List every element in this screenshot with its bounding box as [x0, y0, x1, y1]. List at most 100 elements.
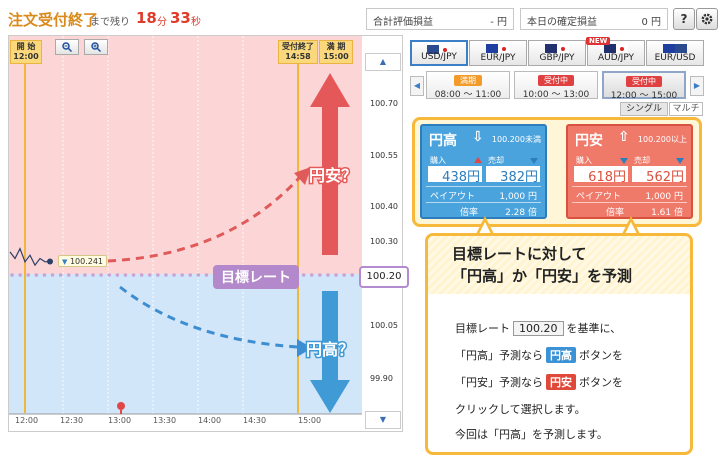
currency-tab-eur-usd[interactable]: EUR/USD [646, 40, 704, 66]
zoom-out-button[interactable] [55, 39, 79, 55]
currency-tab-gbp-jpy[interactable]: GBP/JPY [528, 40, 586, 66]
today-pl-box: 本日の確定損益 0 円 [520, 8, 668, 30]
session-time: 12:00 ～ 15:00 [610, 91, 678, 101]
scroll-up-button[interactable]: ▲ [365, 53, 401, 71]
session-next-button[interactable]: ▶ [690, 76, 704, 96]
callout-pointers [476, 216, 640, 234]
total-pl-label: 合計評価損益 [373, 17, 433, 28]
yen-weak-buy-price: 618円 [574, 166, 628, 185]
gear-icon [701, 13, 713, 25]
inline-yen-strong-button: 円高 [546, 347, 576, 363]
countdown-minutes: 18 [136, 9, 157, 27]
single-mode-tab[interactable]: シングル [620, 102, 668, 116]
down-tick-icon [530, 158, 538, 164]
explanation-line1: 目標レート 100.20 を基準に、 [455, 321, 622, 336]
multi-mode-tab[interactable]: マルチ [669, 102, 703, 116]
rate-value: 1.61 倍 [651, 208, 683, 218]
currency-pair-label: GBP/JPY [539, 53, 575, 63]
session-status-badge: 受付中 [538, 75, 574, 86]
down-big-arrow [310, 291, 350, 413]
session-prev-button[interactable]: ◀ [410, 76, 424, 96]
session-status-badge: 満期 [454, 75, 482, 86]
total-pl-value: - 円 [490, 17, 507, 28]
arrow-down-icon: ⇩ [472, 129, 484, 145]
yen-weak-zone [9, 36, 362, 274]
x-tick-label: 13:00 [108, 416, 132, 425]
buy-label: 購入 [430, 156, 446, 165]
order-closing-title: 注文受付終了 [8, 11, 99, 29]
payout-label: ペイアウト [430, 192, 476, 202]
session-time: 10:00 ～ 13:00 [522, 90, 590, 100]
currency-flag-icon [663, 44, 687, 53]
down-dashed-arrow [119, 285, 299, 349]
y-tick-label: 100.30 [370, 237, 398, 246]
currency-flag-icon [604, 44, 628, 53]
session-status-badge: 受付中 [626, 76, 662, 87]
yen-weak-sell-price: 562円 [632, 166, 686, 185]
down-tick-icon [676, 158, 684, 164]
zoom-in-button[interactable] [84, 39, 108, 55]
y-tick-label: 100.05 [370, 321, 398, 330]
arrow-up-icon: ⇧ [618, 129, 630, 145]
x-tick-label: 14:30 [243, 416, 267, 425]
countdown-seconds-unit: 秒 [191, 17, 201, 28]
rate-value: 2.28 倍 [505, 208, 537, 218]
y-tick-label: 99.90 [370, 374, 393, 383]
currency-pair-label: USD/JPY [421, 52, 457, 62]
rate-label: 倍率 [606, 208, 625, 218]
countdown-seconds: 33 [170, 9, 191, 27]
price-series-line [9, 247, 51, 267]
explanation-line4: クリックして選択します。 [455, 403, 586, 416]
yen-strong-sell-price: 382円 [486, 166, 540, 185]
scroll-down-button[interactable]: ▼ [365, 411, 401, 429]
x-tick-label: 15:00 [298, 416, 322, 425]
explanation-title-line1: 目標レートに対して [452, 245, 587, 263]
y-tick-label: 100.55 [370, 151, 398, 160]
yen-weak-label: 円安？ [307, 165, 358, 187]
settings-button[interactable] [696, 8, 718, 30]
event-marker-icon [117, 402, 125, 410]
yen-weak-card[interactable]: 円安 ⇧ 100.200以上 購入 売却 618円 562円 ペイアウト 1,0… [566, 124, 693, 219]
explanation-header [428, 236, 690, 294]
explanation-title-line2: 「円高」か「円安」を予測 [452, 267, 633, 285]
up-tick-icon [474, 157, 482, 163]
payout-value: 1,000 円 [645, 192, 683, 202]
sell-label: 売却 [634, 156, 650, 165]
session-tab-1[interactable]: 満期 08:00 ～ 11:00 [426, 71, 510, 100]
down-tick-icon [620, 158, 628, 164]
session-tab-2[interactable]: 受付中 10:00 ～ 13:00 [514, 71, 598, 100]
help-button[interactable]: ? [673, 8, 695, 30]
current-price-value: 100.241 [69, 257, 104, 267]
currency-tab-usd-jpy[interactable]: USD/JPY [410, 40, 468, 66]
total-pl-box: 合計評価損益 - 円 [366, 8, 514, 30]
zoom-in-icon [91, 42, 102, 53]
sell-label: 売却 [488, 156, 504, 165]
target-rate-box: 100.20 [359, 266, 409, 288]
yen-strong-title: 円高 [429, 133, 457, 149]
y-tick-label: 100.70 [370, 99, 398, 108]
session-tab-3[interactable]: 受付中 12:00 ～ 15:00 [602, 71, 686, 101]
session-time: 08:00 ～ 11:00 [434, 90, 502, 100]
x-tick-label: 12:00 [15, 416, 39, 425]
inline-target-rate: 100.20 [513, 321, 564, 336]
yen-strong-card[interactable]: 円高 ⇩ 100.200未満 購入 売却 438円 382円 ペイアウト 1,0… [420, 124, 547, 219]
explanation-line5: 今回は「円高」を予測します。 [455, 428, 608, 441]
y-tick-label: 100.40 [370, 202, 398, 211]
currency-flag-icon [545, 44, 569, 53]
currency-flag-icon [427, 45, 451, 54]
remaining-label: まで残り [90, 17, 130, 28]
up-dashed-arrow [107, 175, 302, 263]
target-rate-label: 目標レート [213, 265, 299, 289]
down-triangle-icon: ▼ [62, 258, 68, 267]
yen-strong-condition: 100.200未満 [491, 135, 541, 144]
explanation-line2: 「円高」予測なら 円高 ボタンを [455, 347, 623, 363]
current-price-tag: ▼ 100.241 [58, 255, 108, 268]
currency-tab-eur-jpy[interactable]: EUR/JPY [469, 40, 527, 66]
price-chart [9, 36, 362, 415]
today-pl-label: 本日の確定損益 [527, 17, 597, 28]
yen-strong-buy-price: 438円 [428, 166, 482, 185]
inline-yen-weak-button: 円安 [546, 374, 576, 390]
zoom-out-icon [62, 42, 73, 53]
currency-flag-icon [486, 44, 510, 53]
payout-label: ペイアウト [576, 192, 622, 202]
